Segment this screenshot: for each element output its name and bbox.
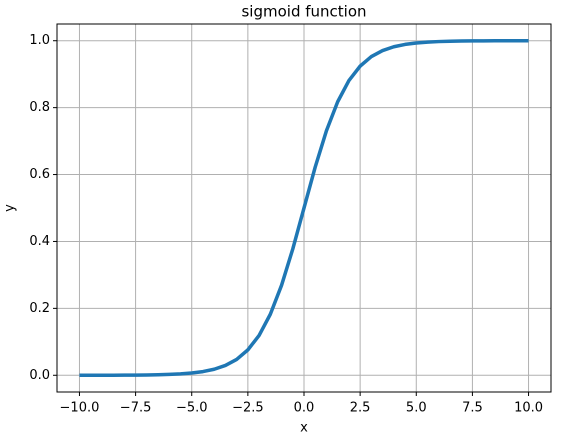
- x-tick-label: 7.5: [462, 401, 483, 416]
- x-tick-label: 0.0: [294, 401, 315, 416]
- y-tick-label: 0.6: [29, 167, 50, 182]
- data-line: [79, 38, 529, 378]
- plot-frame: [56, 23, 552, 393]
- x-tick-label: −10.0: [60, 401, 100, 416]
- x-tick-label: 2.5: [350, 401, 371, 416]
- y-tick-label: 0.8: [29, 100, 50, 115]
- x-tick-label: −5.0: [176, 401, 208, 416]
- x-axis-label: x: [300, 421, 308, 436]
- y-tick-label: 0.4: [29, 234, 50, 249]
- y-axis-label: y: [3, 204, 18, 212]
- y-tick-label: 1.0: [29, 33, 50, 48]
- x-tick-label: 10.0: [514, 401, 543, 416]
- x-tick-label: −2.5: [232, 401, 264, 416]
- x-tick-label: 5.0: [406, 401, 427, 416]
- chart-title: sigmoid function: [241, 3, 366, 21]
- x-tick-label: −7.5: [120, 401, 152, 416]
- y-tick-label: 0.2: [29, 301, 50, 316]
- y-tick-label: 0.0: [29, 368, 50, 383]
